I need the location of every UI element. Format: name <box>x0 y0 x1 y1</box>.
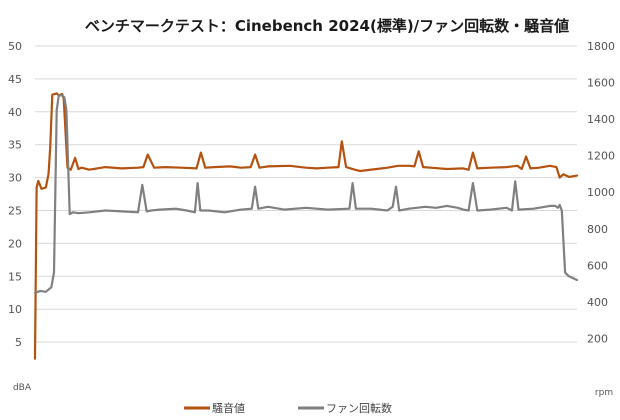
left-tick-label-5: 30 <box>8 172 22 185</box>
right-axis-unit: rpm <box>595 388 613 398</box>
left-tick-label-1: 10 <box>8 303 22 316</box>
right-axis-ticks: 200 400 600 800 1000 1200 1400 1600 1800 <box>587 40 615 345</box>
left-tick-label-3: 20 <box>8 237 22 250</box>
right-tick-label-1: 400 <box>587 296 608 309</box>
right-tick-label-8: 1800 <box>587 40 615 53</box>
right-tick-label-4: 1000 <box>587 186 615 199</box>
series-line-1 <box>33 94 579 294</box>
right-tick-label-7: 1600 <box>587 77 615 90</box>
chart-title: ベンチマークテスト：Cinebench 2024(標準)/ファン回転数・騒音値 <box>85 17 569 35</box>
series-line-0 <box>33 92 579 360</box>
left-tick-label-0: 5 <box>15 336 22 349</box>
right-tick-label-6: 1400 <box>587 113 615 126</box>
left-axis-ticks: 5 10 15 20 25 30 35 40 45 50 <box>8 40 22 349</box>
legend-label-1: ファン回転数 <box>326 402 392 415</box>
left-tick-label-9: 50 <box>8 40 22 53</box>
left-tick-label-8: 45 <box>8 73 22 86</box>
right-tick-label-5: 1200 <box>587 150 615 163</box>
legend-label-0: 騒音値 <box>212 401 245 415</box>
left-tick-label-2: 15 <box>8 270 22 283</box>
right-tick-label-3: 800 <box>587 223 608 236</box>
right-tick-label-2: 600 <box>587 259 608 272</box>
series-lines <box>33 92 579 360</box>
left-tick-label-7: 40 <box>8 106 22 119</box>
left-axis-unit: dBA <box>13 383 32 393</box>
legend: 騒音値 ファン回転数 <box>184 401 392 415</box>
left-tick-label-6: 35 <box>8 139 22 152</box>
right-tick-label-0: 200 <box>587 332 608 345</box>
left-tick-label-4: 25 <box>8 205 22 218</box>
grid-lines <box>35 45 577 343</box>
